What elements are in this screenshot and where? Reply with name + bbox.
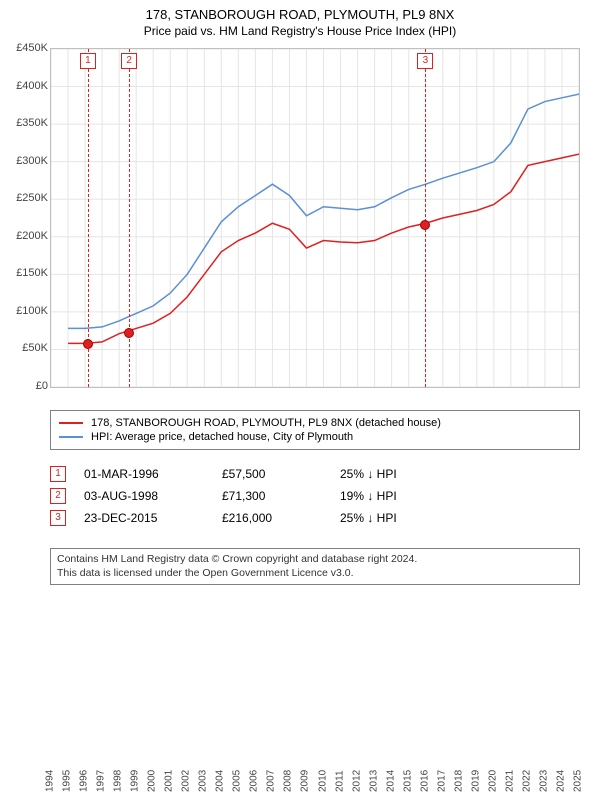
legend-swatch xyxy=(59,422,83,424)
y-tick-label: £350K xyxy=(0,117,48,129)
legend-item: 178, STANBOROUGH ROAD, PLYMOUTH, PL9 8NX… xyxy=(59,417,571,429)
x-tick-label: 2000 xyxy=(147,590,158,792)
x-tick-label: 2005 xyxy=(232,590,243,792)
x-tick-label: 2001 xyxy=(164,590,175,792)
x-tick-label: 2021 xyxy=(504,590,515,792)
x-tick-label: 2017 xyxy=(436,590,447,792)
row-delta: 19% ↓ HPI xyxy=(340,489,460,503)
chart-title: 178, STANBOROUGH ROAD, PLYMOUTH, PL9 8NX xyxy=(0,0,600,24)
legend-item: HPI: Average price, detached house, City… xyxy=(59,431,571,443)
x-tick-label: 2008 xyxy=(283,590,294,792)
x-tick-label: 1997 xyxy=(96,590,107,792)
x-tick-label: 2012 xyxy=(351,590,362,792)
x-tick-label: 2003 xyxy=(198,590,209,792)
sale-marker-badge: 3 xyxy=(417,53,433,69)
sales-table: 1 01-MAR-1996 £57,500 25% ↓ HPI 2 03-AUG… xyxy=(50,460,580,532)
x-tick-label: 2002 xyxy=(181,590,192,792)
row-marker: 1 xyxy=(50,466,66,482)
x-tick-label: 2010 xyxy=(317,590,328,792)
x-tick-label: 2009 xyxy=(300,590,311,792)
y-tick-label: £450K xyxy=(0,42,48,54)
x-tick-label: 1994 xyxy=(45,590,56,792)
legend-swatch xyxy=(59,436,83,438)
footer-line: This data is licensed under the Open Gov… xyxy=(57,567,573,581)
y-tick-label: £250K xyxy=(0,192,48,204)
row-price: £71,300 xyxy=(222,489,322,503)
table-row: 3 23-DEC-2015 £216,000 25% ↓ HPI xyxy=(50,510,580,526)
table-row: 2 03-AUG-1998 £71,300 19% ↓ HPI xyxy=(50,488,580,504)
x-tick-label: 2025 xyxy=(573,590,584,792)
row-price: £57,500 xyxy=(222,467,322,481)
x-tick-label: 1998 xyxy=(113,590,124,792)
sale-dot xyxy=(83,339,93,349)
table-row: 1 01-MAR-1996 £57,500 25% ↓ HPI xyxy=(50,466,580,482)
y-tick-label: £200K xyxy=(0,230,48,242)
x-tick-label: 1995 xyxy=(62,590,73,792)
sale-dot xyxy=(124,328,134,338)
x-tick-label: 1996 xyxy=(79,590,90,792)
x-tick-label: 1999 xyxy=(130,590,141,792)
row-marker: 2 xyxy=(50,488,66,504)
chart-subtitle: Price paid vs. HM Land Registry's House … xyxy=(0,24,600,38)
y-tick-label: £100K xyxy=(0,305,48,317)
x-tick-label: 2020 xyxy=(487,590,498,792)
x-tick-label: 2013 xyxy=(368,590,379,792)
y-tick-label: £50K xyxy=(0,342,48,354)
x-tick-label: 2016 xyxy=(419,590,430,792)
attribution-footer: Contains HM Land Registry data © Crown c… xyxy=(50,548,580,585)
y-tick-label: £0 xyxy=(0,380,48,392)
sale-marker-line xyxy=(425,49,426,387)
y-tick-label: £300K xyxy=(0,155,48,167)
legend-label: HPI: Average price, detached house, City… xyxy=(91,431,353,443)
x-tick-label: 2018 xyxy=(453,590,464,792)
row-date: 03-AUG-1998 xyxy=(84,489,204,503)
legend: 178, STANBOROUGH ROAD, PLYMOUTH, PL9 8NX… xyxy=(50,410,580,450)
footer-line: Contains HM Land Registry data © Crown c… xyxy=(57,553,573,567)
legend-label: 178, STANBOROUGH ROAD, PLYMOUTH, PL9 8NX… xyxy=(91,417,441,429)
sale-marker-line xyxy=(88,49,89,387)
row-delta: 25% ↓ HPI xyxy=(340,511,460,525)
x-tick-label: 2019 xyxy=(470,590,481,792)
x-tick-label: 2022 xyxy=(521,590,532,792)
x-tick-label: 2007 xyxy=(266,590,277,792)
row-price: £216,000 xyxy=(222,511,322,525)
row-delta: 25% ↓ HPI xyxy=(340,467,460,481)
x-tick-label: 2015 xyxy=(402,590,413,792)
chart-area: 1 2 3 xyxy=(50,48,580,388)
y-tick-label: £400K xyxy=(0,80,48,92)
x-tick-label: 2004 xyxy=(215,590,226,792)
x-tick-label: 2006 xyxy=(249,590,260,792)
x-tick-label: 2011 xyxy=(334,590,345,792)
sale-marker-badge: 1 xyxy=(80,53,96,69)
figure: 178, STANBOROUGH ROAD, PLYMOUTH, PL9 8NX… xyxy=(0,0,600,590)
x-tick-label: 2014 xyxy=(385,590,396,792)
row-marker: 3 xyxy=(50,510,66,526)
row-date: 01-MAR-1996 xyxy=(84,467,204,481)
sale-marker-badge: 2 xyxy=(121,53,137,69)
sale-dot xyxy=(420,220,430,230)
x-tick-label: 2023 xyxy=(538,590,549,792)
x-tick-label: 2024 xyxy=(555,590,566,792)
y-tick-label: £150K xyxy=(0,267,48,279)
row-date: 23-DEC-2015 xyxy=(84,511,204,525)
